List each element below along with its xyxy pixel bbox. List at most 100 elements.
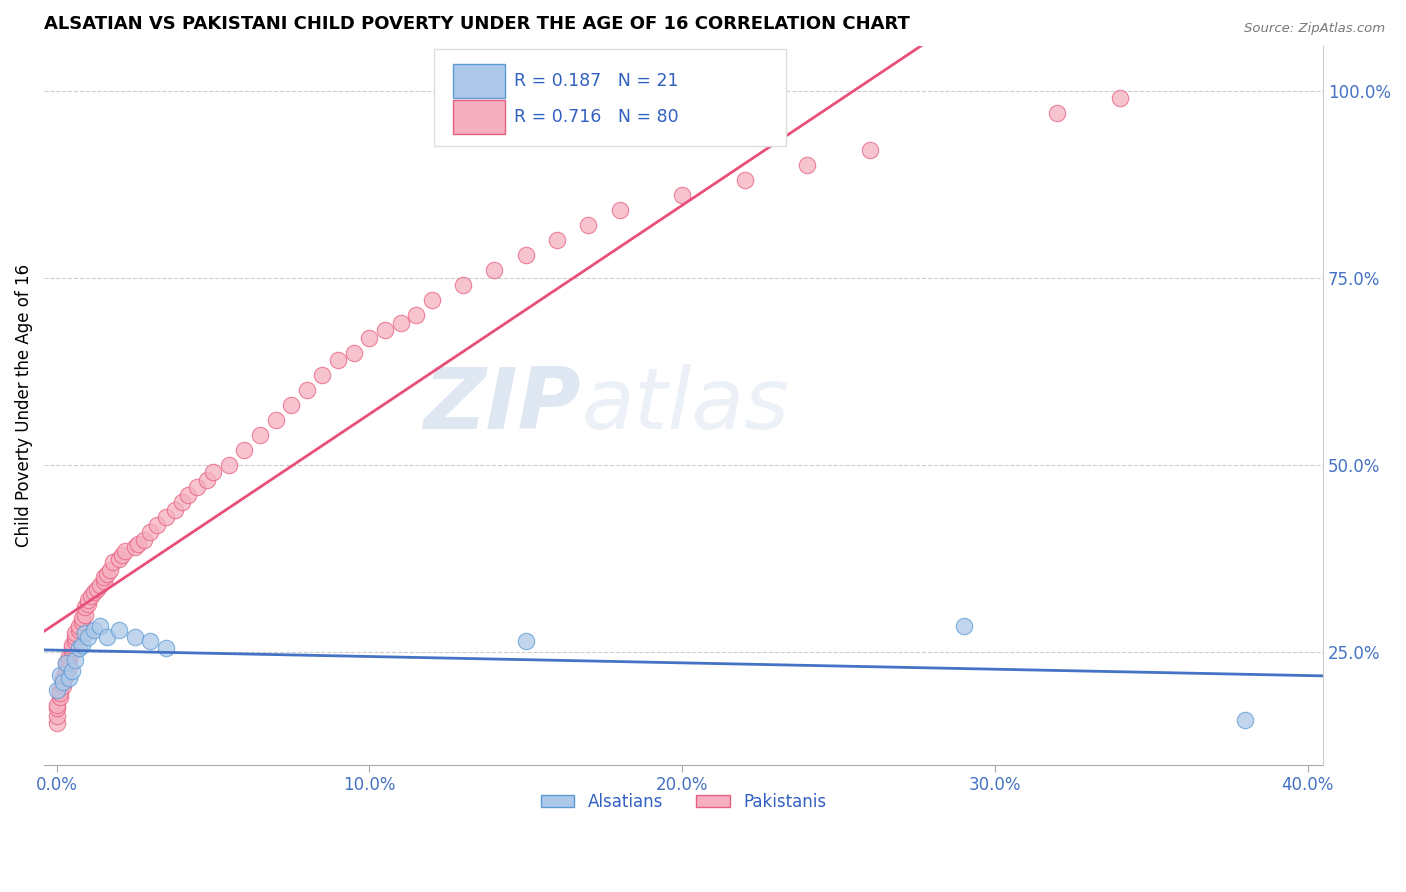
Point	[83, 585, 105, 599]
Point	[451, 278, 474, 293]
Point	[405, 308, 427, 322]
Point	[45, 682, 67, 697]
Point	[124, 630, 146, 644]
Point	[127, 536, 149, 550]
Point	[671, 188, 693, 202]
Point	[55, 657, 77, 671]
Point	[52, 672, 75, 686]
Point	[280, 398, 302, 412]
Point	[295, 383, 318, 397]
Point	[58, 653, 80, 667]
Point	[546, 233, 568, 247]
Point	[67, 623, 90, 637]
Point	[89, 619, 111, 633]
Point	[420, 293, 443, 308]
Point	[45, 709, 67, 723]
Legend: Alsatians, Pakistanis: Alsatians, Pakistanis	[534, 786, 832, 817]
Point	[70, 615, 93, 630]
Point	[60, 638, 83, 652]
Point	[859, 144, 882, 158]
Point	[73, 626, 96, 640]
Point	[249, 428, 271, 442]
Point	[48, 690, 70, 705]
Point	[155, 641, 177, 656]
Point	[515, 248, 537, 262]
FancyBboxPatch shape	[434, 49, 786, 146]
Point	[52, 679, 75, 693]
Point	[389, 316, 412, 330]
Point	[93, 570, 115, 584]
Point	[77, 630, 100, 644]
Point	[96, 630, 118, 644]
Point	[48, 682, 70, 697]
Point	[48, 686, 70, 700]
Point	[264, 413, 287, 427]
Point	[45, 701, 67, 715]
Point	[58, 648, 80, 663]
Point	[108, 623, 131, 637]
FancyBboxPatch shape	[453, 100, 505, 134]
Point	[96, 566, 118, 581]
FancyBboxPatch shape	[453, 63, 505, 98]
Point	[576, 219, 599, 233]
Point	[374, 323, 396, 337]
Point	[139, 525, 162, 540]
Point	[609, 203, 631, 218]
Point	[170, 495, 193, 509]
Text: R = 0.187   N = 21: R = 0.187 N = 21	[513, 72, 678, 90]
Point	[165, 503, 187, 517]
Point	[60, 641, 83, 656]
Point	[134, 533, 156, 547]
Point	[65, 630, 87, 644]
Point	[484, 263, 506, 277]
Point	[145, 517, 167, 532]
Point	[139, 634, 162, 648]
Point	[124, 541, 146, 555]
Point	[45, 716, 67, 731]
Point	[98, 563, 121, 577]
Point	[218, 458, 240, 472]
Point	[155, 510, 177, 524]
Point	[93, 574, 115, 588]
Point	[77, 592, 100, 607]
Point	[108, 551, 131, 566]
Point	[55, 664, 77, 678]
Point	[73, 607, 96, 622]
Point	[111, 548, 134, 562]
Text: Source: ZipAtlas.com: Source: ZipAtlas.com	[1244, 22, 1385, 36]
Point	[101, 555, 124, 569]
Point	[70, 638, 93, 652]
Point	[1108, 91, 1130, 105]
Point	[65, 634, 87, 648]
Point	[73, 600, 96, 615]
Point	[186, 480, 208, 494]
Point	[86, 582, 108, 596]
Point	[952, 619, 974, 633]
Point	[65, 653, 87, 667]
Point	[58, 660, 80, 674]
Point	[1046, 106, 1069, 120]
Text: R = 0.716   N = 80: R = 0.716 N = 80	[513, 108, 678, 126]
Point	[77, 597, 100, 611]
Point	[326, 353, 349, 368]
Point	[45, 698, 67, 712]
Point	[114, 544, 136, 558]
Point	[734, 173, 756, 187]
Point	[55, 667, 77, 681]
Point	[52, 675, 75, 690]
Point	[52, 675, 75, 690]
Point	[60, 645, 83, 659]
Point	[89, 578, 111, 592]
Point	[70, 611, 93, 625]
Text: ZIP: ZIP	[423, 364, 581, 447]
Point	[311, 368, 333, 383]
Point	[343, 345, 366, 359]
Point	[67, 641, 90, 656]
Text: atlas: atlas	[581, 364, 789, 447]
Point	[83, 623, 105, 637]
Point	[80, 589, 103, 603]
Point	[65, 626, 87, 640]
Point	[515, 634, 537, 648]
Point	[359, 331, 381, 345]
Point	[48, 667, 70, 681]
